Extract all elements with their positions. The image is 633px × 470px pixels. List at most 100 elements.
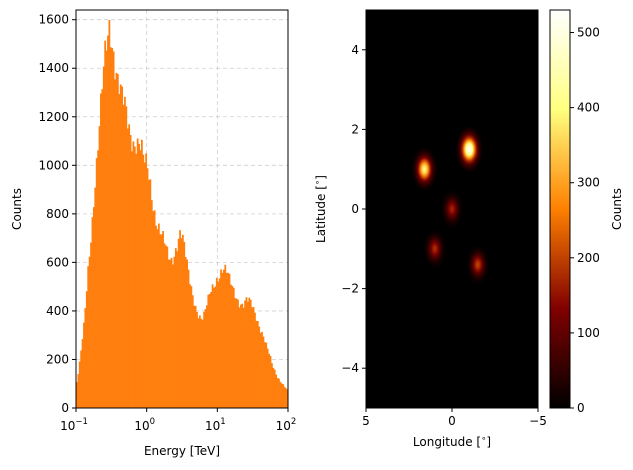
histogram-bar [101,89,104,409]
tick-label-base: 10 [60,419,75,433]
histogram-bar [251,307,254,408]
histogram-bar [221,272,224,408]
counts-map-x-axis-label-close: ] [486,435,491,449]
counts-map-x-axis-label: Longitude [∘] [413,434,491,449]
counts-map-y-tick-label: 2 [351,122,359,136]
histogram-bar [210,291,213,408]
histogram-bar [200,318,203,408]
tick-label-exponent: 0 [150,417,155,427]
histogram-bar [162,230,164,408]
histogram-bar [155,225,157,408]
histogram-x-ticks: 10−1 100 101 102 [60,408,296,433]
histogram-y-tick-label: 1400 [38,61,69,75]
histogram-bar [187,269,190,408]
histogram-x-tick-label: 102 [276,417,297,433]
histogram-bar [129,134,132,408]
histogram-bar [92,207,95,408]
histogram-bar [136,138,139,408]
histogram-bar [237,299,239,408]
histogram-bar [142,154,145,408]
histogram-bar [280,383,283,408]
colorbar-tick-label: 500 [577,26,600,40]
histogram-bar [182,234,184,408]
histogram-bar [105,50,108,409]
source-blob [465,243,490,286]
histogram-bar [215,277,218,408]
histogram-bar [183,241,186,408]
histogram-bar [119,84,122,409]
histogram-bar [114,79,116,409]
histogram-bar [80,350,83,408]
histogram-bar [165,245,167,408]
colorbar-tick-label: 300 [577,176,600,190]
histogram-bar [174,248,177,408]
histogram-bar [241,303,244,408]
histogram-bar [173,256,176,408]
histogram-bar [116,73,119,409]
histogram-bar [108,20,111,409]
degree-sign: ∘ [313,180,323,185]
histogram-bar [244,300,246,408]
histogram-bar [150,200,153,408]
histogram-bar [217,281,220,408]
histogram-bar [112,51,115,409]
histogram-bar [98,126,101,409]
histogram-y-tick-label: 1000 [38,158,69,172]
histogram-bar [242,307,245,408]
histogram-bar [143,162,146,408]
histogram-bar [172,264,174,408]
histogram-bar [148,179,150,408]
tick-label-exponent: 1 [220,417,225,427]
histogram-bar [179,230,181,408]
histogram-bar [125,106,128,408]
colorbar-tick-label: 100 [577,326,600,340]
counts-map-x-axis-label-text: Longitude [ [413,435,481,449]
histogram-bar [83,322,85,408]
histogram-bar [262,336,265,408]
histogram-bar [126,128,129,409]
colorbar: 0 100 200 300 400 500 Counts [549,9,624,415]
histogram-bar [100,93,102,408]
histogram-bar [176,251,179,408]
histogram-bar [198,315,201,408]
histogram-bar [115,72,118,408]
histogram-bar [157,223,160,408]
histogram-bar [163,243,166,408]
tick-label-exponent: 2 [291,417,296,427]
histogram-bar [138,143,140,408]
histogram-bar [286,389,289,408]
source-blob [411,146,438,192]
histogram-bar [177,238,180,408]
histogram-bar [169,259,172,408]
counts-map-y-tick-label: −2 [341,282,359,296]
histogram-bar [84,308,87,408]
histogram-bar [208,293,211,408]
histogram-bars [76,20,289,409]
histogram-bar [239,304,242,408]
histogram-bar [152,211,155,408]
source-blob [440,188,464,230]
colorbar-label: Counts [610,188,624,230]
histogram-bar [81,339,84,408]
histogram-bar [259,332,262,408]
histogram-bar [145,153,148,408]
histogram-bar [196,311,198,408]
histogram-bar [128,124,131,408]
histogram-bar [211,284,214,408]
counts-map-sources [411,125,490,286]
histogram-y-ticks: 0 200 400 600 800 1000 1200 1400 1600 [38,13,76,415]
source-blob [422,228,447,270]
histogram-bar [102,66,105,408]
histogram-bar [180,238,183,408]
histogram-bar [254,312,256,408]
energy-histogram: 10−1 100 101 102 02004006008001000120014001… [10,9,296,458]
histogram-bar [248,297,251,408]
histogram-bar [132,141,135,409]
histogram-x-tick-label: 10−1 [60,417,88,433]
histogram-bar [266,348,269,408]
histogram-bar [170,257,173,408]
histogram-bar [204,309,207,408]
histogram-bar [77,374,80,408]
colorbar-tick-label: 400 [577,101,600,115]
histogram-bar [255,320,258,408]
